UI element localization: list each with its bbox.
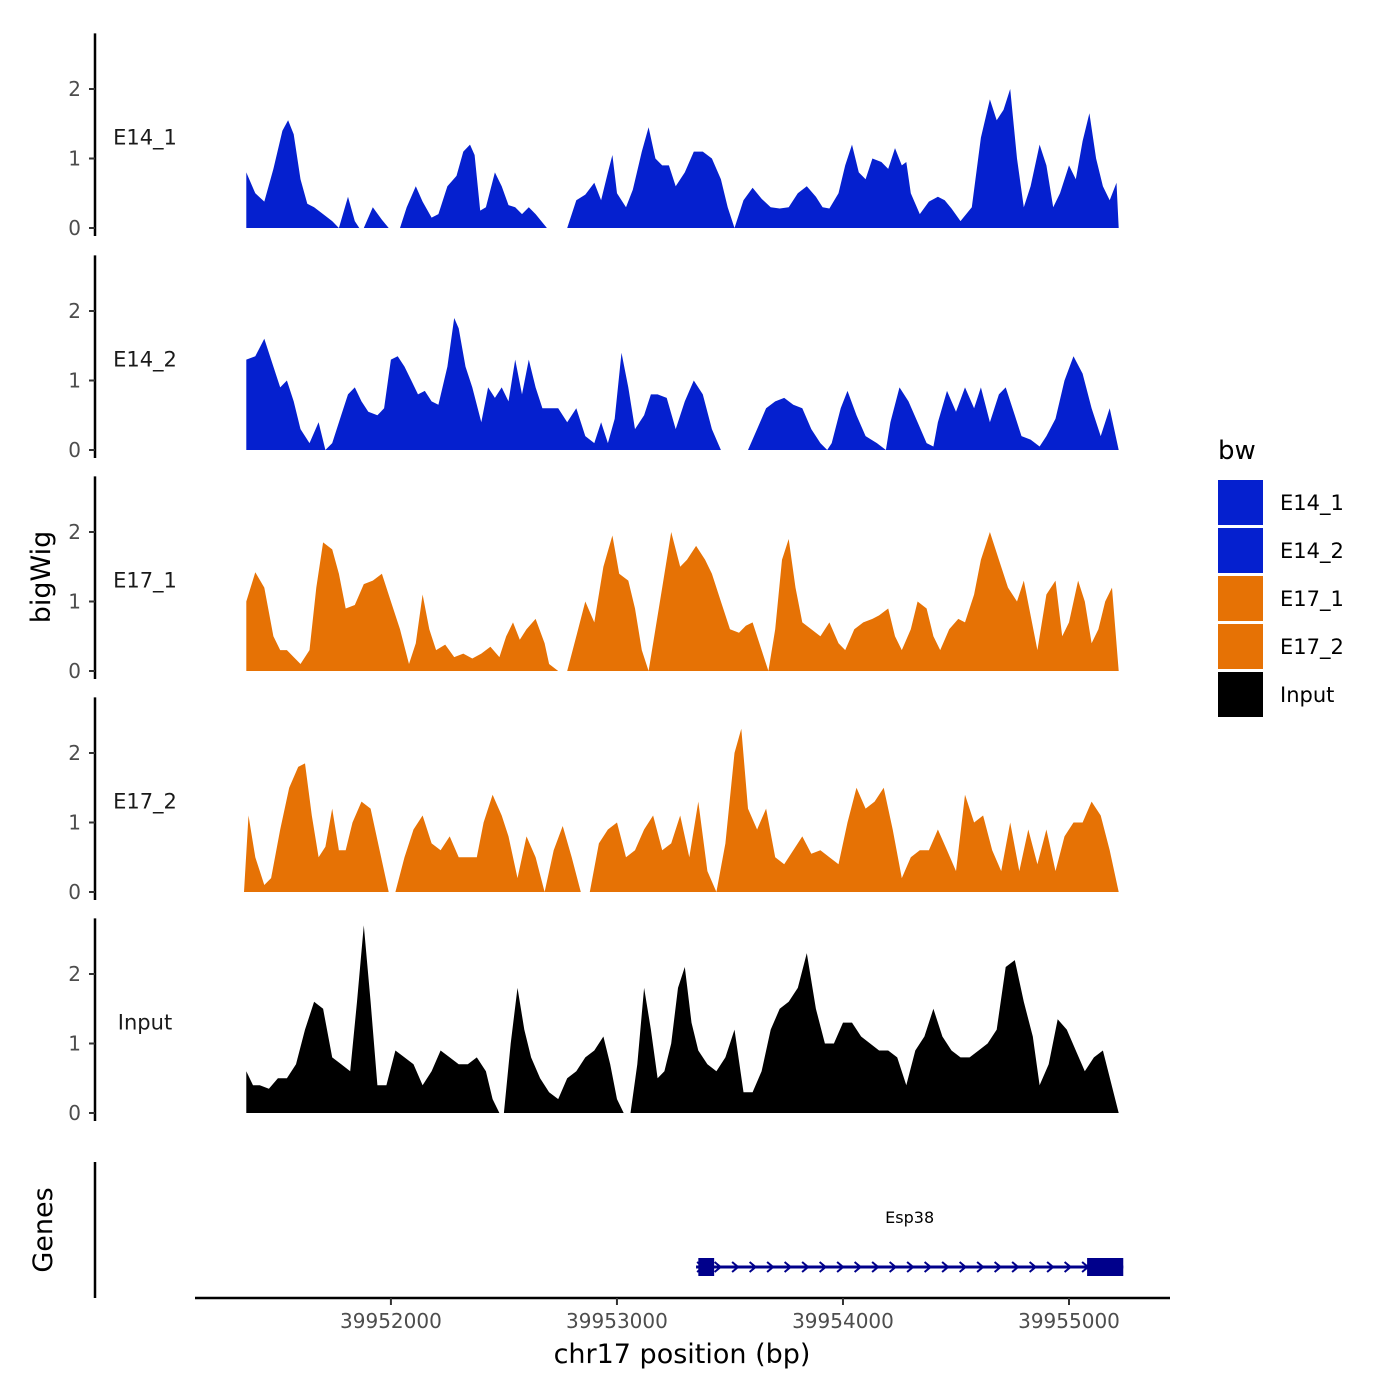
gene-exon: [698, 1258, 715, 1276]
y-tick-label: 2: [68, 520, 81, 544]
x-tick-label: 39955000: [1018, 1309, 1120, 1333]
track-label: E14_2: [113, 348, 177, 373]
strand-arrow: [783, 1261, 793, 1273]
y-tick-label: 1: [68, 369, 81, 393]
signal-area: [400, 144, 547, 228]
y-tick-label: 0: [68, 1101, 81, 1125]
y-tick-label: 0: [68, 438, 81, 462]
signal-area: [589, 728, 1119, 892]
x-tick-label: 39952000: [340, 1309, 442, 1333]
track-Input: 0 1 2 Input: [68, 918, 1119, 1125]
strand-arrow: [766, 1261, 775, 1273]
track-label: E14_1: [113, 126, 177, 151]
signal-area: [246, 318, 721, 450]
strand-arrow: [836, 1261, 845, 1273]
legend-title: bw: [1218, 436, 1256, 466]
y-tick-label: 0: [68, 216, 81, 240]
y-tick-label: 1: [68, 811, 81, 835]
signal-area: [630, 953, 1119, 1113]
strand-arrow: [923, 1261, 933, 1273]
strand-arrow: [1063, 1261, 1073, 1273]
strand-arrow: [853, 1261, 863, 1273]
legend-key-E14_2: [1218, 528, 1263, 573]
signal-area: [246, 542, 559, 671]
signal-area: [246, 925, 500, 1113]
signal-area: [503, 987, 624, 1113]
y-tick-label: 2: [68, 741, 81, 765]
strand-arrow: [941, 1261, 950, 1273]
gene-track: Genes Esp38: [28, 1162, 1124, 1298]
y-tick-label: 1: [68, 1032, 81, 1056]
y-tick-label: 1: [68, 590, 81, 614]
strand-arrow: [713, 1261, 723, 1273]
signal-area: [363, 207, 389, 228]
track-E17_2: 0 1 2 E17_2: [68, 697, 1119, 904]
legend-label-Input: Input: [1280, 683, 1334, 707]
track-label: Input: [118, 1011, 172, 1035]
tracks-layer: 0 1 2 E14_1 0 1 2 E14_2 0 1 2 E17_1 0 1 2 E17_2 0 1 2 Input: [68, 33, 1119, 1125]
gene-name-label: Esp38: [885, 1208, 934, 1227]
strand-arrow: [818, 1261, 828, 1273]
legend-label-E17_1: E17_1: [1280, 587, 1344, 612]
legend-label-E14_1: E14_1: [1280, 491, 1344, 516]
strand-arrow: [958, 1261, 968, 1273]
legend-key-E17_1: [1218, 576, 1263, 621]
strand-arrow: [871, 1261, 880, 1273]
track-E17_1: 0 1 2 E17_1: [68, 476, 1119, 683]
y-tick-label: 2: [68, 77, 81, 101]
track-E14_1: 0 1 2 E14_1: [68, 33, 1119, 240]
x-tick-label: 39954000: [792, 1309, 894, 1333]
x-tick-label: 39953000: [566, 1309, 668, 1333]
strand-arrow: [801, 1261, 810, 1273]
strand-arrow: [1046, 1261, 1055, 1273]
y-tick-label: 2: [68, 299, 81, 323]
y-tick-label: 0: [68, 880, 81, 904]
legend: bw E14_1 E14_2 E17_1 E17_2 Input: [1218, 436, 1344, 717]
signal-area: [246, 120, 360, 228]
strand-arrow: [976, 1261, 985, 1273]
strand-arrow: [1028, 1261, 1038, 1273]
strand-arrow: [888, 1261, 898, 1273]
x-axis: chr17 position (bp) 39952000 39953000 3995…: [195, 1296, 1170, 1370]
y-tick-label: 0: [68, 659, 81, 683]
signal-area: [395, 794, 581, 892]
signal-area: [567, 89, 1119, 228]
track-label: E17_2: [113, 790, 177, 815]
signal-area: [244, 763, 389, 892]
strand-arrow: [906, 1261, 915, 1273]
legend-label-E14_2: E14_2: [1280, 539, 1344, 564]
strand-arrow: [748, 1261, 758, 1273]
strand-arrow: [993, 1261, 1003, 1273]
legend-key-E17_2: [1218, 624, 1263, 669]
gene-exon: [1087, 1258, 1124, 1276]
legend-key-Input: [1218, 672, 1263, 717]
y-tick-label: 1: [68, 147, 81, 171]
strand-arrow: [1011, 1261, 1020, 1273]
track-label: E17_1: [113, 569, 177, 594]
legend-label-E17_2: E17_2: [1280, 635, 1344, 660]
y-tick-label: 2: [68, 962, 81, 986]
x-axis-title: chr17 position (bp): [554, 1339, 811, 1370]
track-E14_2: 0 1 2 E14_2: [68, 255, 1119, 462]
signal-area: [567, 532, 1119, 671]
y-axis-title: bigWig: [26, 531, 57, 624]
legend-key-E14_1: [1218, 480, 1263, 525]
strand-arrow: [731, 1261, 740, 1273]
genes-axis-title: Genes: [28, 1187, 59, 1272]
signal-area: [748, 356, 1119, 450]
